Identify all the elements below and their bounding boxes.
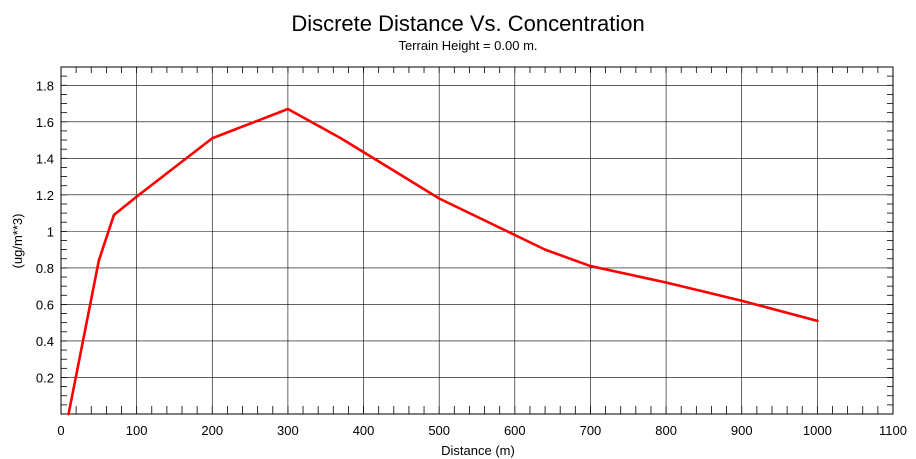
chart-title: Discrete Distance Vs. Concentration bbox=[291, 11, 644, 36]
minor-tick-marks bbox=[60, 67, 894, 414]
data-point bbox=[97, 259, 101, 262]
data-point bbox=[339, 137, 343, 140]
y-tick-label: 0.8 bbox=[36, 261, 54, 276]
y-axis-label: (ug/m**3) bbox=[10, 214, 25, 269]
y-tick-label: 0.4 bbox=[36, 334, 54, 349]
x-tick-label: 0 bbox=[57, 423, 64, 438]
data-point bbox=[740, 299, 743, 302]
x-tick-label: 300 bbox=[277, 423, 299, 438]
x-tick-label: 600 bbox=[504, 423, 526, 438]
x-tick-label: 500 bbox=[428, 423, 450, 438]
x-tick-label: 200 bbox=[201, 423, 223, 438]
x-tick-label: 700 bbox=[580, 423, 602, 438]
plot-area bbox=[60, 66, 894, 415]
data-point bbox=[67, 412, 70, 416]
y-tick-label: 0.6 bbox=[36, 297, 54, 312]
data-point bbox=[112, 213, 116, 217]
x-tick-label: 100 bbox=[126, 423, 148, 438]
chart-subtitle: Terrain Height = 0.00 m. bbox=[398, 38, 537, 53]
data-point bbox=[286, 107, 290, 111]
x-tick-label: 800 bbox=[655, 423, 677, 438]
x-tick-label: 900 bbox=[731, 423, 753, 438]
y-tick-label: 0.2 bbox=[36, 370, 54, 385]
y-tick-label: 1.4 bbox=[36, 151, 54, 166]
data-point bbox=[437, 197, 441, 200]
x-tick-labels: 0 100 200 300 400 500 600 700 800 900 1000 1100 bbox=[57, 423, 907, 438]
data-point bbox=[664, 281, 668, 284]
data-point bbox=[135, 195, 138, 198]
y-tick-label: 1.8 bbox=[36, 78, 54, 93]
y-tick-label: 1.6 bbox=[36, 115, 54, 130]
series-layer bbox=[67, 107, 819, 416]
data-point bbox=[211, 137, 214, 140]
data-point bbox=[543, 248, 547, 251]
data-point bbox=[816, 319, 819, 323]
y-tick-label: 1 bbox=[47, 224, 54, 239]
data-point bbox=[589, 264, 592, 268]
x-axis-label: Distance (m) bbox=[441, 443, 515, 458]
x-tick-label: 400 bbox=[353, 423, 375, 438]
x-tick-label: 1000 bbox=[803, 423, 832, 438]
x-tick-label: 1100 bbox=[879, 423, 907, 438]
y-tick-label: 1.2 bbox=[36, 188, 54, 203]
y-tick-labels: 0.2 0.4 0.6 0.8 1 1.2 1.4 1.6 1.8 bbox=[36, 78, 54, 385]
